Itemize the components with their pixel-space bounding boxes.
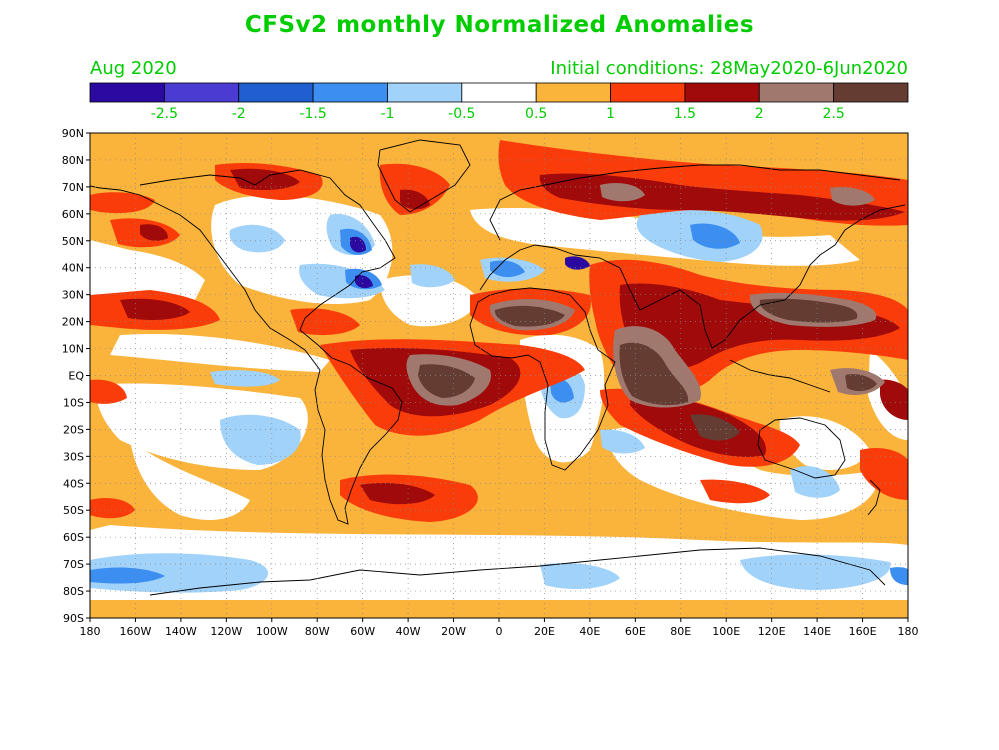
lat-tick-label: 30N — [62, 289, 84, 302]
lat-tick-label: 40N — [62, 262, 84, 275]
colorbar-tick-label: -2.5 — [151, 106, 178, 122]
colorbar-tick-label: 1 — [606, 106, 615, 122]
lon-tick-label: 100E — [712, 625, 740, 638]
lat-tick-label: 20N — [62, 316, 84, 329]
chart-title: CFSv2 monthly Normalized Anomalies — [244, 12, 755, 38]
colorbar-swatch — [610, 82, 686, 103]
colorbar-swatch — [89, 82, 165, 103]
colorbar-swatch — [535, 82, 611, 103]
lon-tick-label: 40W — [396, 625, 421, 638]
lat-tick-label: 70N — [62, 181, 84, 194]
lon-tick-label: 140E — [803, 625, 831, 638]
colorbar-tick-label: 2.5 — [823, 106, 845, 122]
lat-tick-label: 70S — [63, 558, 84, 571]
colorbar-swatch — [758, 82, 835, 103]
colorbar-swatch — [163, 82, 240, 103]
colorbar: -2.5 -2 -1.5 -1 -0.5 0.5 1 1.5 2 2.5 — [89, 82, 909, 122]
colorbar-tick-label: -1 — [380, 106, 394, 122]
lon-tick-label: 120E — [758, 625, 786, 638]
colorbar-swatch — [387, 82, 463, 103]
colorbar-swatch — [684, 82, 760, 103]
lon-tick-label: 140W — [165, 625, 197, 638]
lon-tick-label: 180 — [80, 625, 101, 638]
colorbar-swatch — [461, 82, 537, 103]
lon-tick-label: 180 — [898, 625, 919, 638]
lon-tick-label: 0 — [496, 625, 503, 638]
lat-tick-label: 20S — [63, 423, 84, 436]
colorbar-tick-label: 2 — [755, 106, 764, 122]
lat-tick-label: 10S — [63, 396, 84, 409]
colorbar-swatch — [238, 82, 314, 103]
lat-tick-label: 30S — [63, 450, 84, 463]
lat-tick-label: 90N — [62, 127, 84, 140]
valid-month-label: Aug 2020 — [90, 58, 177, 79]
anomaly-field — [90, 133, 908, 618]
lat-tick-label: 10N — [62, 343, 84, 356]
lat-tick-label: 80S — [63, 585, 84, 598]
lon-tick-label: 80E — [670, 625, 691, 638]
map-axes: 90N 80N 70N 60N 50N 40N 30N 20N 10N EQ 10S 20S 30S 40… — [62, 127, 919, 638]
positive-anomaly-extreme — [418, 298, 877, 441]
colorbar-swatch — [312, 82, 388, 103]
colorbar-tick-label: 1.5 — [674, 106, 696, 122]
colorbar-tick-label: 0.5 — [525, 106, 547, 122]
colorbar-tick-label: -1.5 — [299, 106, 326, 122]
lon-tick-label: 120W — [210, 625, 242, 638]
lon-tick-label: 20E — [534, 625, 555, 638]
lon-tick-label: 20W — [441, 625, 466, 638]
lon-tick-label: 80W — [305, 625, 330, 638]
initial-conditions-label: Initial conditions: 28May2020-6Jun2020 — [550, 58, 908, 79]
lon-tick-label: 100W — [256, 625, 288, 638]
colorbar-swatch — [833, 82, 909, 103]
lat-tick-label: 40S — [63, 477, 84, 490]
lat-tick-label: EQ — [68, 370, 84, 383]
lon-tick-label: 160E — [849, 625, 877, 638]
lat-tick-label: 90S — [63, 612, 84, 625]
lon-tick-label: 60E — [625, 625, 646, 638]
lon-tick-label: 40E — [579, 625, 600, 638]
lat-tick-label: 50S — [63, 504, 84, 517]
lon-tick-label: 160W — [120, 625, 152, 638]
lat-lon-grid — [90, 133, 908, 618]
lat-tick-label: 60S — [63, 531, 84, 544]
lat-tick-label: 50N — [62, 235, 84, 248]
colorbar-tick-label: -0.5 — [448, 106, 475, 122]
lon-tick-label: 60W — [350, 625, 375, 638]
lat-tick-label: 60N — [62, 208, 84, 221]
coastlines — [90, 139, 906, 596]
lat-tick-label: 80N — [62, 154, 84, 167]
colorbar-tick-label: -2 — [232, 106, 246, 122]
